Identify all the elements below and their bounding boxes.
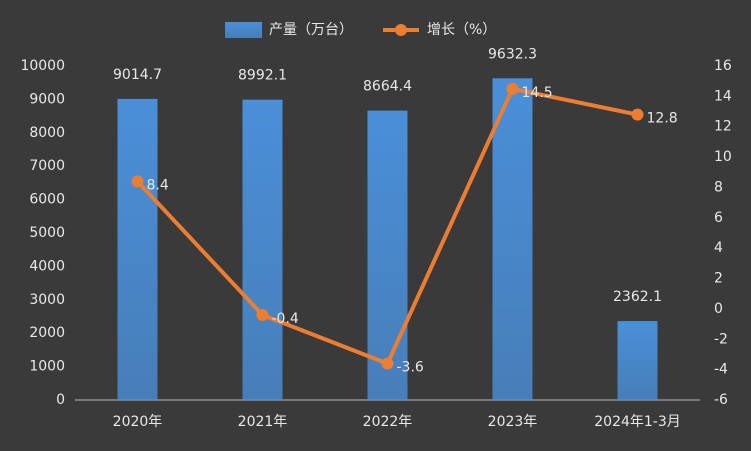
bar bbox=[117, 98, 158, 400]
y2-tick-label: -2 bbox=[714, 331, 728, 347]
bar-value-label: 8992.1 bbox=[238, 68, 287, 84]
y2-tick-label: 12 bbox=[714, 119, 732, 135]
line-value-label: 14.5 bbox=[522, 85, 553, 101]
y2-tick-label: 16 bbox=[714, 58, 732, 74]
line-marker bbox=[381, 357, 394, 370]
x-tick-label: 2024年1-3月 bbox=[594, 414, 681, 430]
bar bbox=[617, 321, 658, 400]
y2-tick-label: 10 bbox=[714, 149, 732, 165]
y-tick-label: 1000 bbox=[29, 359, 65, 375]
y-tick-label: 3000 bbox=[29, 292, 65, 308]
bar-value-label: 9632.3 bbox=[488, 46, 537, 62]
y-tick-label: 6000 bbox=[29, 192, 65, 208]
y-tick-label: 0 bbox=[56, 392, 65, 408]
bar bbox=[242, 99, 283, 401]
y-tick-label: 7000 bbox=[29, 158, 65, 174]
line-value-label: 8.4 bbox=[147, 177, 169, 193]
line-marker bbox=[506, 82, 519, 95]
bar bbox=[492, 78, 533, 400]
legend-label: 增长（%） bbox=[427, 22, 496, 38]
line-marker bbox=[631, 108, 644, 121]
y2-tick-label: 0 bbox=[714, 301, 723, 317]
y2-tick-label: -6 bbox=[714, 392, 728, 408]
y-tick-label: 4000 bbox=[29, 258, 65, 274]
line-marker bbox=[131, 175, 144, 188]
y2-tick-label: 14 bbox=[714, 88, 732, 104]
line-value-label: -0.4 bbox=[272, 311, 299, 327]
y-tick-label: 2000 bbox=[29, 325, 65, 341]
y2-tick-label: 6 bbox=[714, 210, 723, 226]
x-tick-label: 2020年 bbox=[113, 414, 163, 430]
y2-tick-label: 4 bbox=[714, 240, 723, 256]
bar-value-label: 9014.7 bbox=[113, 67, 162, 83]
bar-value-label: 8664.4 bbox=[363, 79, 412, 95]
y-tick-label: 8000 bbox=[29, 125, 65, 141]
legend-swatch bbox=[225, 22, 262, 38]
legend-label: 产量（万台） bbox=[269, 22, 353, 38]
x-tick-label: 2021年 bbox=[238, 414, 288, 430]
bar bbox=[367, 110, 408, 400]
bar-value-label: 2362.1 bbox=[613, 289, 662, 305]
legend-swatch bbox=[395, 24, 407, 36]
y-tick-label: 10000 bbox=[20, 58, 65, 74]
y2-tick-label: 2 bbox=[714, 271, 723, 287]
x-tick-label: 2022年 bbox=[363, 414, 413, 430]
line-marker bbox=[256, 308, 269, 321]
y-tick-label: 5000 bbox=[29, 225, 65, 241]
x-tick-label: 2023年 bbox=[488, 414, 538, 430]
y-tick-label: 9000 bbox=[29, 91, 65, 107]
line-value-label: -3.6 bbox=[397, 360, 424, 376]
y2-tick-label: 8 bbox=[714, 179, 723, 195]
line-value-label: 12.8 bbox=[647, 111, 678, 127]
y2-tick-label: -4 bbox=[714, 362, 728, 378]
